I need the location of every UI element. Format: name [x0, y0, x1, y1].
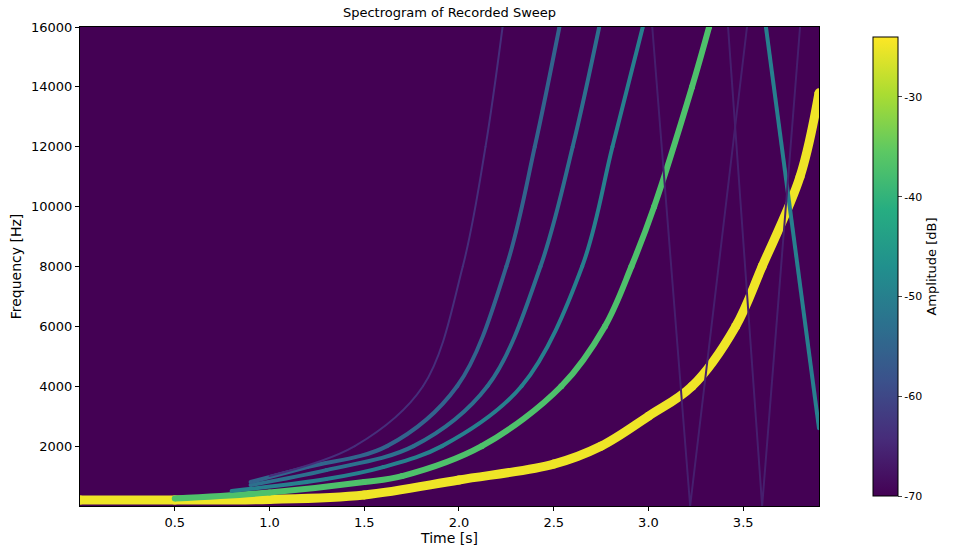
svg-text:3.0: 3.0 [638, 515, 659, 530]
svg-text:8000: 8000 [39, 259, 72, 274]
svg-text:2.5: 2.5 [543, 515, 564, 530]
svg-text:4000: 4000 [39, 379, 72, 394]
svg-text:10000: 10000 [31, 199, 72, 214]
svg-text:-40: -40 [904, 191, 922, 204]
svg-text:0.5: 0.5 [164, 515, 185, 530]
svg-text:1.5: 1.5 [354, 515, 375, 530]
svg-text:Amplitude [dB]: Amplitude [dB] [924, 217, 939, 315]
svg-text:6000: 6000 [39, 319, 72, 334]
svg-text:3.5: 3.5 [733, 515, 754, 530]
svg-text:14000: 14000 [31, 79, 72, 94]
svg-text:12000: 12000 [31, 139, 72, 154]
svg-text:Spectrogram of Recorded Sweep: Spectrogram of Recorded Sweep [343, 5, 556, 20]
svg-text:2000: 2000 [39, 439, 72, 454]
svg-text:Time [s]: Time [s] [420, 530, 478, 546]
svg-text:-70: -70 [904, 490, 922, 503]
svg-text:Frequency [Hz]: Frequency [Hz] [8, 214, 24, 320]
svg-text:16000: 16000 [31, 20, 72, 35]
svg-text:1.0: 1.0 [259, 515, 280, 530]
svg-text:-60: -60 [904, 390, 922, 403]
svg-text:2.0: 2.0 [449, 515, 470, 530]
svg-text:-50: -50 [904, 290, 922, 303]
svg-text:-30: -30 [904, 91, 922, 104]
